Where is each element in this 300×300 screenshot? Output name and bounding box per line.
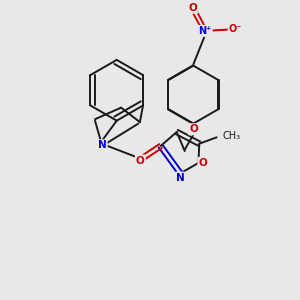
Text: O: O xyxy=(198,158,207,168)
Text: O⁻: O⁻ xyxy=(229,25,242,34)
Text: N: N xyxy=(176,173,185,183)
Text: O: O xyxy=(189,124,198,134)
Text: N: N xyxy=(98,140,106,150)
Text: N⁺: N⁺ xyxy=(198,26,212,36)
Text: CH₃: CH₃ xyxy=(222,131,241,142)
Text: O: O xyxy=(136,155,145,166)
Text: O: O xyxy=(188,3,197,13)
